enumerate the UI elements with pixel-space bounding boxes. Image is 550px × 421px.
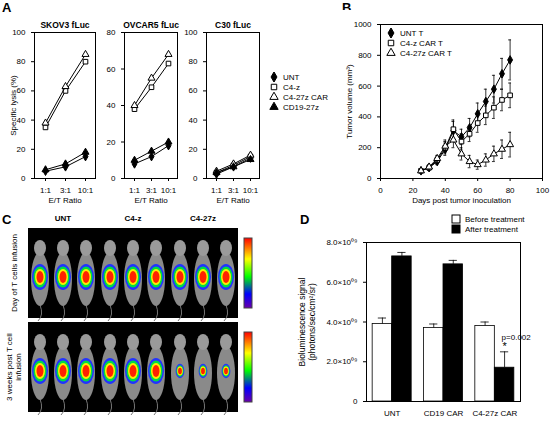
svg-text:C30 fLuc: C30 fLuc [215, 20, 251, 30]
html-text:3 weeks post T cell infusion: 3 weeks post T cell infusion [5, 333, 23, 401]
svg-text:2.0×10⁰⁹: 2.0×10⁰⁹ [326, 357, 357, 366]
svg-text:40: 40 [16, 115, 26, 125]
html-text:C4-27z: C4-27z [190, 214, 216, 223]
html-text:UNT T: UNT T [400, 28, 424, 38]
svg-text:400: 400 [358, 112, 372, 121]
svg-text:3:1: 3:1 [60, 186, 72, 195]
svg-text:60: 60 [16, 86, 26, 96]
svg-text:80: 80 [506, 186, 515, 195]
svg-text:80: 80 [17, 57, 26, 66]
html-text:C4-z: C4-z [283, 82, 300, 92]
svg-text:10:1: 10:1 [78, 186, 94, 195]
svg-text:6.0×10⁰⁹: 6.0×10⁰⁹ [326, 278, 357, 287]
svg-text:0: 0 [193, 174, 198, 183]
svg-text:40: 40 [189, 116, 198, 125]
svg-text:100: 100 [536, 186, 550, 195]
html-text:Before treatment: Before treatment [465, 214, 525, 224]
svg-text:OVCAR5 fLuc: OVCAR5 fLuc [123, 20, 179, 30]
svg-text:600: 600 [358, 82, 372, 91]
svg-text:10:1: 10:1 [161, 186, 177, 195]
svg-text:E/T Ratio: E/T Ratio [216, 196, 250, 205]
svg-text:Specific lysis (%): Specific lysis (%) [9, 75, 18, 136]
svg-text:Tumor volume (mm³): Tumor volume (mm³) [345, 64, 354, 139]
svg-text:10:1: 10:1 [243, 186, 259, 195]
svg-text:200: 200 [358, 143, 372, 152]
svg-text:0: 0 [111, 174, 116, 183]
svg-text:100: 100 [12, 28, 26, 37]
svg-text:100: 100 [184, 28, 198, 37]
html-text:UNT: UNT [54, 214, 72, 223]
html-text:A: A [2, 0, 12, 15]
svg-text:3:1: 3:1 [146, 186, 158, 195]
svg-text:800: 800 [358, 51, 372, 60]
svg-text:60: 60 [473, 186, 482, 195]
svg-text:20: 20 [408, 186, 417, 195]
svg-text:80: 80 [189, 57, 198, 66]
svg-text:3:1: 3:1 [228, 186, 240, 195]
svg-text:40: 40 [441, 186, 450, 195]
svg-text:1:1: 1:1 [211, 186, 223, 195]
html-text:After treatment: After treatment [465, 224, 518, 234]
html-text:C4-27z CAR T: C4-27z CAR T [400, 48, 452, 58]
html-text:Bioluminescence signal (photon: Bioluminescence signal (photons/sec/cm²/… [297, 277, 317, 366]
html-text:B: B [342, 0, 352, 15]
svg-text:20: 20 [189, 145, 198, 154]
svg-text:1:1: 1:1 [40, 186, 52, 195]
svg-text:0: 0 [21, 174, 26, 183]
svg-text:0: 0 [378, 186, 383, 195]
svg-text:E/T Ratio: E/T Ratio [48, 196, 82, 205]
svg-text:0: 0 [353, 397, 358, 406]
svg-text:4.0×10⁰⁹: 4.0×10⁰⁹ [326, 318, 357, 327]
svg-text:C4-27z CAR: C4-27z CAR [472, 409, 517, 418]
html-text:C4-z: C4-z [124, 214, 142, 223]
svg-text:1000: 1000 [354, 20, 372, 29]
svg-text:SKOV3 fLuc: SKOV3 fLuc [40, 20, 89, 30]
svg-text:80: 80 [107, 28, 116, 37]
svg-text:E/T Ratio: E/T Ratio [134, 196, 168, 205]
svg-text:40: 40 [107, 101, 116, 110]
svg-text:60: 60 [107, 65, 116, 74]
html-text:UNT: UNT [283, 72, 300, 82]
svg-text:20: 20 [17, 145, 26, 154]
html-text:Day of T cells infusion: Day of T cells infusion [9, 234, 19, 312]
html-text:C: C [2, 212, 12, 227]
html-text:C4-27z CAR: C4-27z CAR [283, 92, 328, 102]
svg-text:1:1: 1:1 [129, 186, 141, 195]
svg-text:8.0×10⁰⁹: 8.0×10⁰⁹ [326, 238, 357, 247]
svg-text:p=0.002: p=0.002 [502, 333, 532, 342]
svg-text:0: 0 [367, 174, 372, 183]
svg-text:60: 60 [189, 86, 198, 95]
svg-text:Days post tumor inoculation: Days post tumor inoculation [412, 196, 511, 205]
svg-text:20: 20 [107, 138, 116, 147]
html-text:C4-z CAR T: C4-z CAR T [400, 38, 443, 48]
svg-text:UNT: UNT [384, 409, 401, 418]
html-text:D: D [300, 212, 310, 227]
html-text:CD19-27z: CD19-27z [283, 102, 319, 112]
svg-text:CD19 CAR: CD19 CAR [424, 409, 464, 418]
